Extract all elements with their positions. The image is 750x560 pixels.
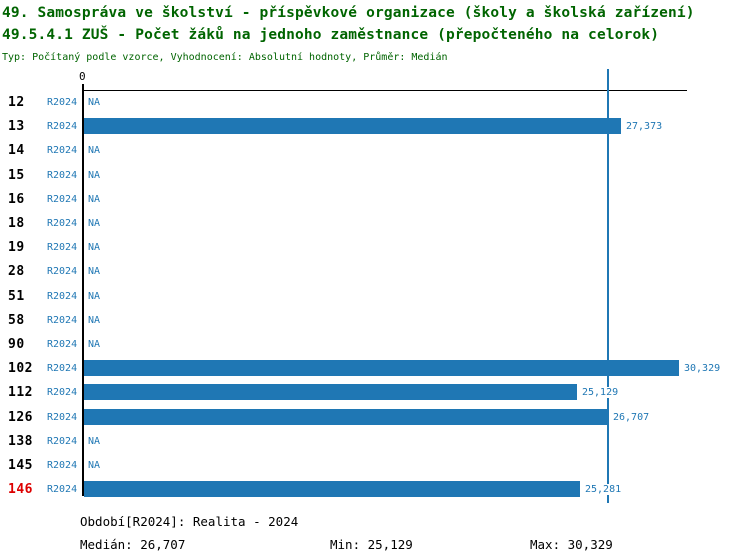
x-axis-line (82, 90, 687, 91)
value-bar (84, 360, 679, 377)
value-bar (84, 118, 621, 135)
row-period-label: R2024 (47, 290, 78, 302)
row-period-label: R2024 (47, 242, 78, 254)
chart-title-line1: 49. Samospráva ve školství - příspěvkové… (2, 5, 695, 21)
x-axis-zero-tick-label: 0 (79, 70, 86, 83)
row-category-label: 18 (8, 216, 25, 231)
chart-row: 28 R2024 NA (0, 259, 750, 283)
row-period-label: R2024 (47, 435, 78, 447)
row-category-label: 19 (8, 240, 25, 256)
na-value-label: NA (87, 242, 102, 254)
row-period-label: R2024 (47, 266, 78, 278)
row-category-label: 145 (8, 458, 33, 473)
row-period-label: R2024 (47, 97, 78, 108)
chart-row: 15 R2024 NA (0, 163, 750, 187)
row-period-label: R2024 (47, 121, 78, 133)
na-value-label: NA (87, 266, 102, 278)
na-value-label: NA (87, 97, 102, 108)
row-period-label: R2024 (47, 411, 78, 423)
footer-min-label: Min: 25,129 (330, 537, 413, 552)
row-period-label: R2024 (47, 145, 78, 157)
bar-value-label: 30,329 (683, 363, 722, 375)
chart-row: 58 R2024 NA (0, 308, 750, 332)
row-category-label: 112 (8, 385, 33, 401)
chart-row: 112 R2024 25,129 (0, 380, 750, 404)
row-category-label: 90 (8, 337, 25, 352)
chart-row: 145 R2024 NA (0, 453, 750, 477)
chart-row: 138 R2024 NA (0, 429, 750, 453)
chart-row: 14 R2024 NA (0, 138, 750, 162)
row-period-label: R2024 (47, 339, 78, 350)
footer-period-label: Období[R2024]: Realita - 2024 (80, 514, 299, 529)
row-period-label: R2024 (47, 193, 78, 205)
chart-title-line2: 49.5.4.1 ZUŠ - Počet žáků na jednoho zam… (2, 27, 660, 43)
na-value-label: NA (87, 435, 102, 447)
chart-row: 19 R2024 NA (0, 235, 750, 259)
row-category-label: 138 (8, 433, 33, 449)
chart-row: 102 R2024 30,329 (0, 356, 750, 380)
chart-row: 12 R2024 NA (0, 90, 750, 114)
chart-row: 90 R2024 NA (0, 332, 750, 356)
row-category-label: 14 (8, 143, 25, 159)
row-category-label: 16 (8, 191, 25, 207)
row-category-label: 102 (8, 361, 33, 377)
row-category-label: 12 (8, 95, 25, 110)
value-bar (84, 384, 577, 401)
na-value-label: NA (87, 290, 102, 302)
row-period-label: R2024 (47, 314, 78, 326)
chart-row: 51 R2024 NA (0, 284, 750, 308)
row-category-label: 15 (8, 167, 25, 183)
na-value-label: NA (87, 314, 102, 326)
chart-row: 18 R2024 NA (0, 211, 750, 235)
footer-median-label: Medián: 26,707 (80, 537, 186, 552)
median-line (607, 69, 609, 503)
na-value-label: NA (87, 460, 102, 471)
na-value-label: NA (87, 218, 102, 229)
row-category-label: 58 (8, 312, 25, 328)
row-category-label: 51 (8, 288, 25, 304)
chart-row: 126 R2024 26,707 (0, 405, 750, 429)
value-bar (84, 481, 580, 498)
bar-value-label: 27,373 (625, 121, 664, 133)
row-period-label: R2024 (47, 460, 78, 471)
row-category-label: 126 (8, 409, 33, 425)
na-value-label: NA (87, 169, 102, 181)
row-period-label: R2024 (47, 363, 78, 375)
bar-value-label: 25,129 (581, 387, 620, 399)
row-period-label: R2024 (47, 169, 78, 181)
chart-subtitle: Typ: Počítaný podle vzorce, Vyhodnocení:… (2, 52, 448, 63)
row-category-label: 146 (8, 482, 33, 498)
na-value-label: NA (87, 339, 102, 350)
row-period-label: R2024 (47, 484, 78, 496)
row-category-label: 28 (8, 264, 25, 280)
row-period-label: R2024 (47, 218, 78, 229)
row-period-label: R2024 (47, 387, 78, 399)
footer-max-label: Max: 30,329 (530, 537, 613, 552)
chart-row: 16 R2024 NA (0, 187, 750, 211)
bar-value-label: 25,281 (584, 484, 623, 496)
na-value-label: NA (87, 193, 102, 205)
y-axis-line (82, 84, 84, 496)
bar-value-label: 26,707 (612, 411, 651, 423)
chart-row: 146 R2024 25,281 (0, 477, 750, 501)
chart-row: 13 R2024 27,373 (0, 114, 750, 138)
na-value-label: NA (87, 145, 102, 157)
value-bar (84, 408, 608, 425)
row-category-label: 13 (8, 119, 25, 135)
